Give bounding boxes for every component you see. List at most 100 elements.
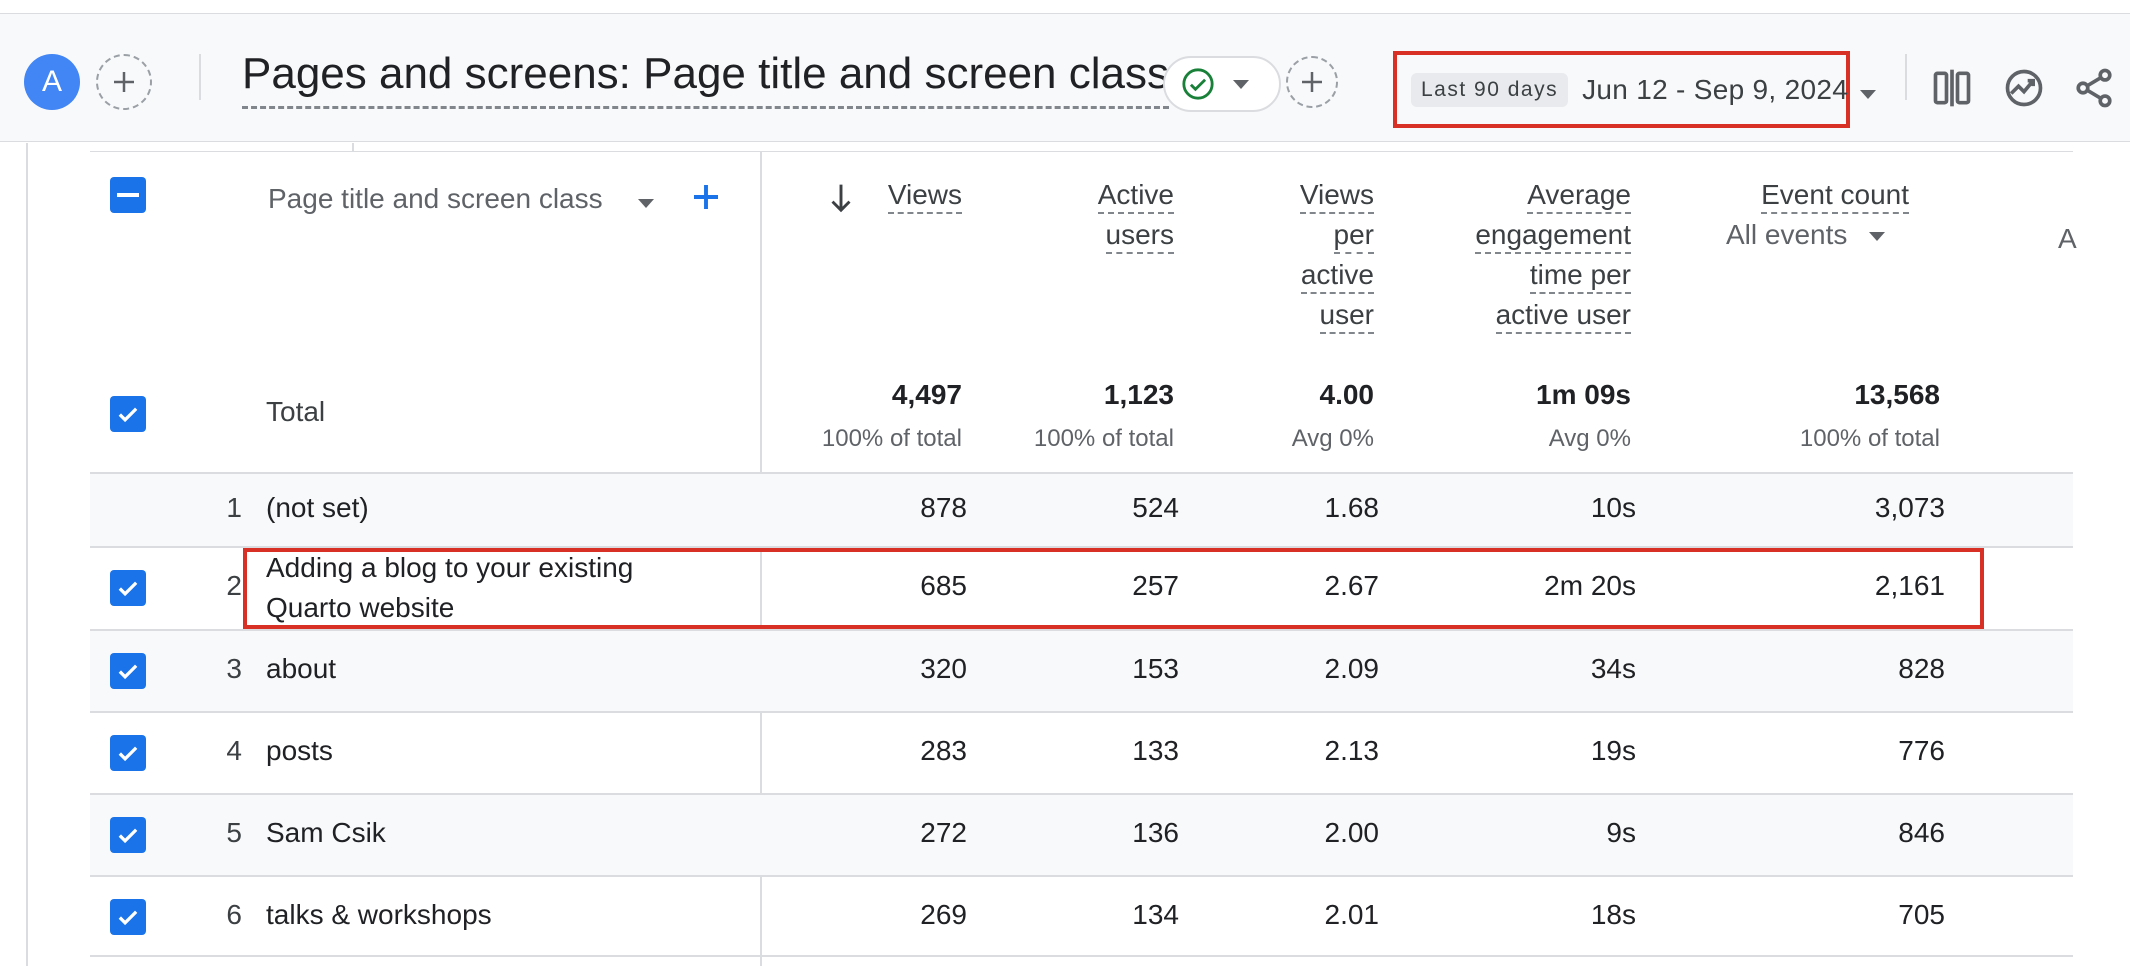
check-icon — [118, 581, 138, 597]
top-border — [0, 0, 2130, 14]
table-top-border — [90, 151, 2073, 152]
column-header-views[interactable]: Views — [887, 175, 962, 215]
table-row[interactable]: 5 Sam Csik 272 136 2.00 9s 846 — [90, 793, 2073, 875]
header-line: active — [1300, 258, 1374, 294]
column-header-views-per-active-user[interactable]: Views per active user — [1299, 175, 1374, 335]
plus-icon — [1302, 72, 1322, 92]
chevron-down-icon — [1233, 79, 1249, 89]
header-line: per — [1333, 218, 1374, 254]
event-filter-label: All events — [1726, 219, 1848, 250]
compare-icon[interactable] — [1930, 66, 1974, 110]
total-subtext: Avg 0% — [1291, 425, 1374, 452]
row-event-count: 846 — [1898, 817, 1945, 848]
total-subtext: Avg 0% — [1548, 425, 1631, 452]
header-line: users — [1105, 218, 1174, 254]
plus-icon — [114, 72, 134, 92]
header-line: engagement — [1475, 218, 1631, 254]
row-active-users: 524 — [1132, 492, 1179, 523]
total-label: Total — [266, 396, 326, 427]
column-header-event-count[interactable]: Event count — [1761, 175, 1909, 215]
table-row[interactable]: 1 (not set) 878 524 1.68 10s 3,073 — [90, 472, 2073, 546]
total-subtext: 100% of total — [821, 425, 962, 452]
header-line: Event count — [1761, 178, 1909, 214]
row-avg-engagement: 34s — [1590, 653, 1636, 684]
row-avg-engagement: 19s — [1590, 735, 1636, 766]
row-page-title[interactable]: Adding a blog to your existing Quarto we… — [266, 548, 633, 628]
dimension-column-divider — [760, 151, 762, 966]
row-views: 272 — [920, 817, 967, 848]
table-row[interactable]: 2 Adding a blog to your existing Quarto … — [90, 546, 2073, 629]
row-avg-engagement: 10s — [1590, 492, 1636, 523]
row-checkbox[interactable] — [110, 653, 146, 689]
event-filter-select[interactable]: All events — [1726, 219, 1886, 251]
row-page-title[interactable]: Sam Csik — [266, 817, 386, 848]
report-header: A Pages and screens: Page title and scre… — [0, 14, 2130, 142]
row-active-users: 153 — [1132, 653, 1179, 684]
column-header-avg-engagement-time[interactable]: Average engagement time per active user — [1475, 175, 1631, 335]
row-event-count: 828 — [1898, 653, 1945, 684]
share-icon[interactable] — [2072, 66, 2116, 110]
date-range-picker[interactable]: Last 90 days Jun 12 - Sep 9, 2024 — [1393, 51, 1850, 128]
row-event-count: 3,073 — [1874, 492, 1945, 523]
views-header-label: Views — [887, 178, 962, 214]
header-line: user — [1319, 298, 1374, 334]
row-avg-engagement: 9s — [1606, 817, 1636, 848]
row-views-per-user: 2.09 — [1324, 653, 1380, 684]
row-views-per-user: 1.68 — [1324, 492, 1380, 523]
header-divider — [199, 54, 201, 100]
row-index: 4 — [226, 735, 242, 766]
insights-icon[interactable] — [2002, 66, 2046, 110]
row-index: 1 — [226, 492, 242, 523]
check-icon — [118, 407, 138, 423]
row-active-users: 136 — [1132, 817, 1179, 848]
row-views: 685 — [920, 570, 967, 601]
row-index: 2 — [226, 570, 242, 601]
date-range-chevron-icon[interactable] — [1860, 90, 1876, 99]
page-title: Pages and screens: Page title and screen… — [242, 48, 1169, 109]
row-views: 320 — [920, 653, 967, 684]
total-checkbox[interactable] — [110, 396, 146, 432]
row-page-title[interactable]: posts — [266, 735, 333, 766]
header-line: time per — [1529, 258, 1631, 294]
row-page-title[interactable]: talks & workshops — [266, 899, 492, 930]
row-checkbox[interactable] — [110, 817, 146, 853]
row-page-title[interactable]: about — [266, 653, 337, 684]
total-subtext: 100% of total — [1033, 425, 1174, 452]
row-active-users: 257 — [1132, 570, 1179, 601]
dimension-dropdown-icon[interactable] — [638, 199, 654, 208]
arrow-down-icon — [831, 184, 851, 213]
add-dimension-icon[interactable] — [688, 179, 724, 215]
row-views: 878 — [920, 492, 967, 523]
add-comparison-button[interactable] — [96, 54, 152, 110]
row-views-per-user: 2.13 — [1324, 735, 1380, 766]
row-event-count: 705 — [1898, 899, 1945, 930]
dimension-column-header[interactable]: Page title and screen class — [268, 183, 603, 214]
report-status-dropdown[interactable] — [1163, 56, 1281, 112]
table-row[interactable]: 6 talks & workshops 269 134 2.01 18s 705 — [90, 875, 2073, 957]
row-views-per-user: 2.01 — [1324, 899, 1380, 930]
row-index: 6 — [226, 899, 242, 930]
row-highlight-annotation — [243, 548, 1984, 629]
row-checkbox[interactable] — [110, 570, 146, 606]
select-all-checkbox[interactable] — [110, 177, 146, 213]
add-filter-button[interactable] — [1286, 56, 1338, 108]
row-views-per-user: 2.67 — [1324, 570, 1380, 601]
row-active-users: 134 — [1132, 899, 1179, 930]
total-value: 1m 09s — [1536, 379, 1631, 410]
total-value: 1,123 — [1103, 379, 1174, 410]
row-checkbox[interactable] — [110, 899, 146, 935]
row-avg-engagement: 2m 20s — [1544, 570, 1636, 601]
check-icon — [118, 664, 138, 680]
row-checkbox[interactable] — [110, 735, 146, 771]
avatar[interactable]: A — [24, 54, 80, 110]
cut-off-column-header: A — [2058, 223, 2077, 254]
header-line: active user — [1495, 298, 1631, 334]
row-page-title[interactable]: (not set) — [266, 492, 369, 523]
date-preset-chip: Last 90 days — [1411, 72, 1569, 107]
table-divider — [352, 143, 354, 151]
header-line: Active — [1097, 178, 1174, 214]
column-header-active-users[interactable]: Active users — [1097, 175, 1174, 255]
check-icon — [118, 910, 138, 926]
table-row[interactable]: 4 posts 283 133 2.13 19s 776 — [90, 711, 2073, 793]
table-row[interactable]: 3 about 320 153 2.09 34s 828 — [90, 629, 2073, 711]
